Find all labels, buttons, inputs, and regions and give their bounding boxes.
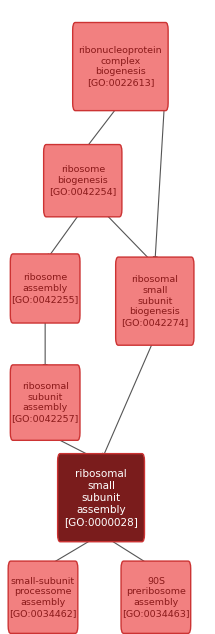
Text: ribosome
biogenesis
[GO:0042254]: ribosome biogenesis [GO:0042254] (49, 165, 117, 196)
FancyBboxPatch shape (10, 365, 80, 441)
Text: 90S
preribosome
assembly
[GO:0034463]: 90S preribosome assembly [GO:0034463] (122, 576, 190, 618)
FancyBboxPatch shape (10, 254, 80, 323)
FancyBboxPatch shape (44, 145, 122, 217)
Text: ribosomal
small
subunit
biogenesis
[GO:0042274]: ribosomal small subunit biogenesis [GO:0… (121, 275, 189, 327)
Text: ribosomal
small
subunit
assembly
[GO:0000028]: ribosomal small subunit assembly [GO:000… (64, 469, 138, 527)
FancyBboxPatch shape (58, 454, 144, 541)
Text: ribonucleoprotein
complex
biogenesis
[GO:0022613]: ribonucleoprotein complex biogenesis [GO… (79, 46, 162, 87)
Text: ribosomal
subunit
assembly
[GO:0042257]: ribosomal subunit assembly [GO:0042257] (11, 382, 79, 424)
FancyBboxPatch shape (121, 561, 191, 633)
Text: ribosome
assembly
[GO:0042255]: ribosome assembly [GO:0042255] (11, 273, 79, 304)
FancyBboxPatch shape (73, 22, 168, 111)
FancyBboxPatch shape (8, 561, 78, 633)
FancyBboxPatch shape (116, 257, 194, 345)
Text: small-subunit
processome
assembly
[GO:0034462]: small-subunit processome assembly [GO:00… (9, 576, 77, 618)
